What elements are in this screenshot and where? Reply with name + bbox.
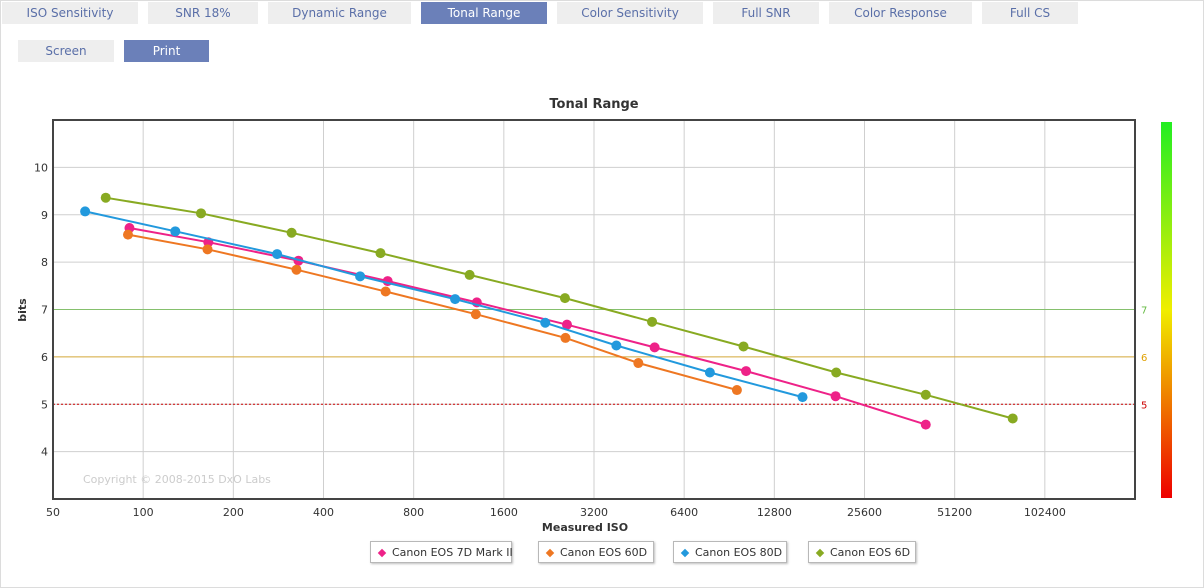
- data-point: [611, 340, 622, 351]
- y-tick-labels: 4 5 6 7 8 9 10: [34, 161, 48, 458]
- data-point: [560, 332, 571, 343]
- data-point: [286, 227, 297, 238]
- data-point: [647, 316, 658, 327]
- data-point: [559, 293, 570, 304]
- x-tick-label: 50: [46, 506, 60, 519]
- data-point: [797, 392, 808, 403]
- data-point: [123, 229, 134, 240]
- reference-label: 5: [1141, 400, 1147, 411]
- legend-marker-7d-mark-ii: [377, 548, 387, 558]
- tab-tonal-range[interactable]: Tonal Range: [421, 2, 547, 24]
- tab-color-sensitivity[interactable]: Color Sensitivity: [557, 2, 703, 24]
- measurement-tabs: ISO Sensitivity SNR 18% Dynamic Range To…: [0, 0, 1204, 26]
- x-tick-label: 800: [403, 506, 424, 519]
- x-tick-label: 12800: [757, 506, 792, 519]
- color-scale-bar: [1161, 122, 1172, 498]
- data-point: [731, 385, 742, 396]
- data-point: [100, 192, 111, 203]
- legend-label-6d: Canon EOS 6D: [830, 546, 911, 559]
- data-point: [202, 244, 213, 255]
- x-tick-label: 200: [223, 506, 244, 519]
- series-group: [80, 192, 1018, 430]
- legend-marker-80d: [680, 548, 690, 558]
- tab-iso-sensitivity[interactable]: ISO Sensitivity: [2, 2, 138, 24]
- data-point: [470, 309, 481, 320]
- chart-title: Tonal Range: [549, 97, 638, 112]
- data-point: [196, 208, 207, 219]
- reference-label: 7: [1141, 306, 1147, 317]
- y-tick-label: 10: [34, 161, 48, 174]
- legend-item-80d[interactable]: Canon EOS 80D: [673, 541, 787, 563]
- legend-label-60d: Canon EOS 60D: [560, 546, 648, 559]
- y-tick-label: 9: [41, 209, 48, 222]
- x-tick-label: 25600: [847, 506, 882, 519]
- legend-item-7d-mark-ii[interactable]: Canon EOS 7D Mark II: [370, 541, 513, 563]
- data-point: [738, 341, 749, 352]
- data-point: [920, 419, 931, 430]
- x-axis-label: Measured ISO: [542, 521, 628, 534]
- y-tick-label: 7: [41, 304, 48, 317]
- copyright-watermark: Copyright © 2008-2015 DxO Labs: [83, 473, 271, 486]
- plot-border: [52, 119, 1136, 500]
- data-point: [633, 358, 644, 369]
- data-point: [380, 286, 391, 297]
- series-line: [127, 233, 738, 391]
- data-point: [272, 249, 283, 260]
- data-point: [464, 269, 475, 280]
- legend-marker-6d: [815, 548, 825, 558]
- reference-label: 6: [1141, 353, 1147, 364]
- data-point: [741, 366, 752, 377]
- data-point: [831, 367, 842, 378]
- y-tick-label: 4: [41, 446, 48, 459]
- x-tick-labels: 50 100 200 400 800 1600 3200 6400 12800 25600 5120…: [46, 506, 1066, 519]
- legend-marker-60d: [545, 548, 555, 558]
- data-point: [1007, 413, 1018, 424]
- x-tick-label: 6400: [670, 506, 698, 519]
- y-axis-label: bits: [16, 298, 29, 322]
- tab-full-cs[interactable]: Full CS: [982, 2, 1078, 24]
- x-tick-label: 100: [133, 506, 154, 519]
- tab-snr-18[interactable]: SNR 18%: [148, 2, 258, 24]
- tab-dynamic-range[interactable]: Dynamic Range: [268, 2, 411, 24]
- tab-full-snr[interactable]: Full SNR: [713, 2, 819, 24]
- x-tick-label: 102400: [1024, 506, 1066, 519]
- data-point: [355, 271, 366, 282]
- data-point: [291, 264, 302, 275]
- x-tick-label: 3200: [580, 506, 608, 519]
- legend-label-7d-mark-ii: Canon EOS 7D Mark II: [392, 546, 513, 559]
- data-point: [649, 342, 660, 353]
- series-line: [129, 227, 927, 426]
- y-tick-label: 8: [41, 256, 48, 269]
- screen-button[interactable]: Screen: [18, 40, 114, 62]
- data-point: [920, 389, 931, 400]
- reference-lines: 7 6 5: [53, 306, 1147, 411]
- x-tick-label: 400: [313, 506, 334, 519]
- legend-item-6d[interactable]: Canon EOS 6D: [808, 541, 916, 563]
- data-point: [375, 248, 386, 259]
- data-point: [540, 317, 551, 328]
- data-point: [561, 319, 572, 330]
- data-point: [450, 294, 461, 305]
- data-point: [830, 391, 841, 402]
- x-tick-label: 1600: [490, 506, 518, 519]
- data-point: [80, 206, 91, 217]
- data-point: [170, 226, 181, 237]
- print-button[interactable]: Print: [124, 40, 209, 62]
- data-point: [704, 367, 715, 378]
- y-tick-label: 6: [41, 351, 48, 364]
- y-tick-label: 5: [41, 398, 48, 411]
- legend-item-60d[interactable]: Canon EOS 60D: [538, 541, 654, 563]
- legend-label-80d: Canon EOS 80D: [695, 546, 783, 559]
- x-tick-label: 51200: [937, 506, 972, 519]
- tab-color-response[interactable]: Color Response: [829, 2, 972, 24]
